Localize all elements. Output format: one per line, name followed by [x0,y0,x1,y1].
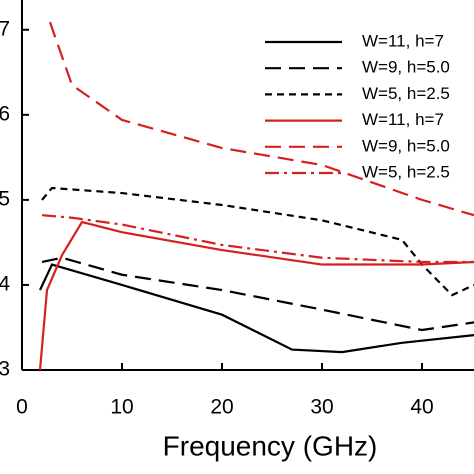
y-tick-label: 6 [0,102,10,125]
y-tick-label: 3 [0,358,10,381]
x-tick-label: 30 [310,396,333,419]
legend-label: W=11, h=7 [362,110,444,129]
legend-label: W=5, h=2.5 [362,84,450,103]
series-line [41,214,474,264]
y-tick-label: 5 [0,187,10,210]
series-line [41,186,474,297]
series-line [48,21,474,217]
x-axis-label: Frequency (GHz) [163,430,378,461]
series-line [38,220,474,371]
legend-label: W=5, h=2.5 [362,162,450,181]
series-line [39,263,474,354]
legend-label: W=9, h=5.0 [362,136,450,155]
x-tick-label: 10 [110,396,133,419]
legend-label: W=11, h=7 [362,31,444,50]
series-line [41,256,474,332]
x-tick-label: 0 [16,396,28,419]
x-tick-label: 40 [410,396,433,419]
x-tick-label: 20 [210,396,233,419]
y-tick-label: 7 [0,17,10,40]
legend-label: W=9, h=5.0 [362,58,450,77]
y-tick-label: 4 [0,272,10,295]
